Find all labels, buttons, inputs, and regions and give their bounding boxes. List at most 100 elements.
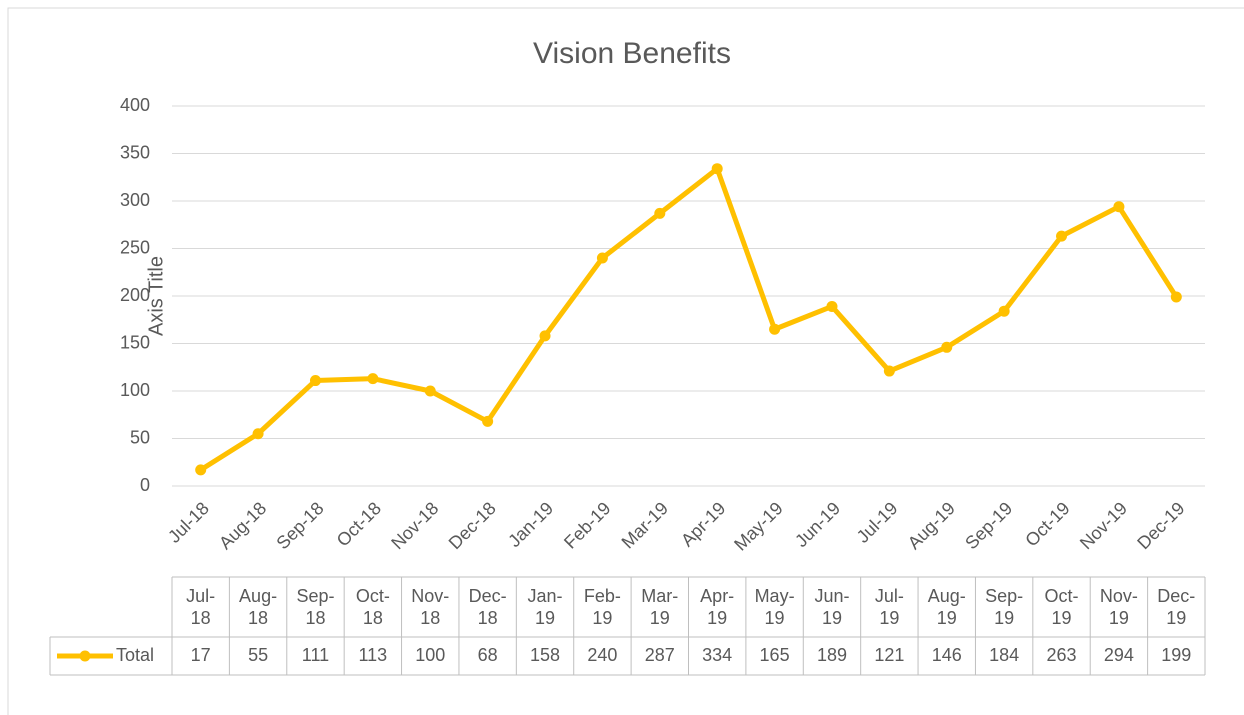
table-category-text: Aug-19 [927,586,966,628]
x-tick-label: Sep-18 [272,498,327,553]
table-category-text: Dec-18 [468,586,507,628]
table-category: Sep-19 [975,577,1032,637]
table-value: 100 [415,645,445,665]
y-tick-label: 350 [120,142,150,162]
y-tick-label: 0 [140,475,150,495]
table-category-text: Jul-18 [186,586,216,628]
series-marker [998,305,1010,317]
table-category-text: Nov-18 [411,586,450,628]
table-category: Jul-18 [172,577,229,637]
table-value: 113 [359,645,388,665]
chart-frame [7,7,1244,715]
table-value: 287 [645,645,675,665]
table-category-text: Mar-19 [641,586,679,628]
x-tick-label: Dec-18 [445,498,500,553]
series-marker [596,252,608,264]
table-category-text: Sep-19 [985,586,1024,628]
x-tick-label: Apr-19 [677,498,729,550]
table-value: 263 [1047,645,1077,665]
x-tick-label: Jul-19 [853,498,902,547]
x-tick-label: Jan-19 [504,498,557,551]
table-value: 158 [530,645,560,665]
x-tick-label: Aug-18 [215,498,270,553]
series-marker [252,428,264,440]
series-marker [769,323,781,335]
x-tick-label: Mar-19 [618,498,672,552]
series-marker [367,373,379,385]
table-value: 334 [702,645,732,665]
series-line [199,166,1179,472]
series-marker [309,375,321,387]
x-tick-label: Feb-19 [560,498,614,552]
table-category-text: Oct-19 [1044,586,1079,628]
table-category-text: Nov-19 [1099,586,1138,628]
series-marker [941,341,953,353]
table-value: 189 [817,645,847,665]
table-category-text: Apr-19 [700,586,735,628]
x-tick-label: Dec-19 [1133,498,1188,553]
table-category: Apr-19 [689,577,746,637]
table-value: 68 [478,645,498,665]
table-category: May-19 [746,577,803,637]
table-category: Jan-19 [516,577,573,637]
table-category: Aug-19 [918,577,975,637]
x-tick-label: Nov-19 [1076,498,1131,553]
y-tick-label: 400 [120,95,150,115]
series-marker [711,163,723,175]
series-marker [654,207,666,219]
y-tick-label: 200 [120,285,150,305]
table-value: 146 [932,645,962,665]
x-tick-label: Jun-19 [791,498,844,551]
table-category-text: May-19 [754,586,795,628]
table-category: Nov-18 [402,577,459,637]
x-tick-label: Aug-19 [904,498,959,553]
table-category: Jul-19 [861,577,918,637]
y-tick-label: 250 [120,237,150,257]
table-value: 165 [760,645,790,665]
table-category-text: Aug-18 [239,586,278,628]
table-category-text: Jan-19 [527,586,563,628]
table-category: Sep-18 [287,577,344,637]
y-tick-label: 50 [130,427,150,447]
table-category-text: Jun-19 [814,586,850,628]
x-tick-label: Oct-18 [333,498,385,550]
table-value: 121 [874,645,904,665]
x-tick-label: Sep-19 [961,498,1016,553]
table-category: Feb-19 [574,577,631,637]
series-marker [1056,230,1068,242]
table-value: 294 [1104,645,1134,665]
table-category-text: Jul-19 [874,586,904,628]
x-tick-label: May-19 [730,498,787,555]
legend-marker [79,650,91,662]
table-category: Jun-19 [803,577,860,637]
y-tick-label: 300 [120,190,150,210]
table-category: Aug-18 [229,577,286,637]
y-tick-label: 150 [120,332,150,352]
series-marker [883,365,895,377]
table-value: 111 [302,645,329,665]
series-marker [1113,201,1125,213]
table-category: Mar-19 [631,577,688,637]
table-category: Nov-19 [1090,577,1147,637]
series-marker [826,300,838,312]
table-category: Dec-19 [1148,577,1205,637]
table-category-text: Dec-19 [1157,586,1196,628]
table-value: 199 [1161,645,1191,665]
table-category: Oct-18 [344,577,401,637]
y-tick-label: 100 [120,380,150,400]
x-tick-label: Jul-18 [164,498,213,547]
series-marker [195,464,207,476]
series-marker [424,385,436,397]
legend-label: Total [116,645,154,665]
table-category-text: Oct-18 [355,586,390,628]
table-category: Oct-19 [1033,577,1090,637]
table-category: Dec-18 [459,577,516,637]
y-axis-title: Axis Title [145,256,167,336]
table-category-text: Sep-18 [296,586,335,628]
series-marker [539,330,551,342]
table-value: 184 [989,645,1019,665]
table-value: 17 [191,645,211,665]
series-marker [482,415,494,427]
